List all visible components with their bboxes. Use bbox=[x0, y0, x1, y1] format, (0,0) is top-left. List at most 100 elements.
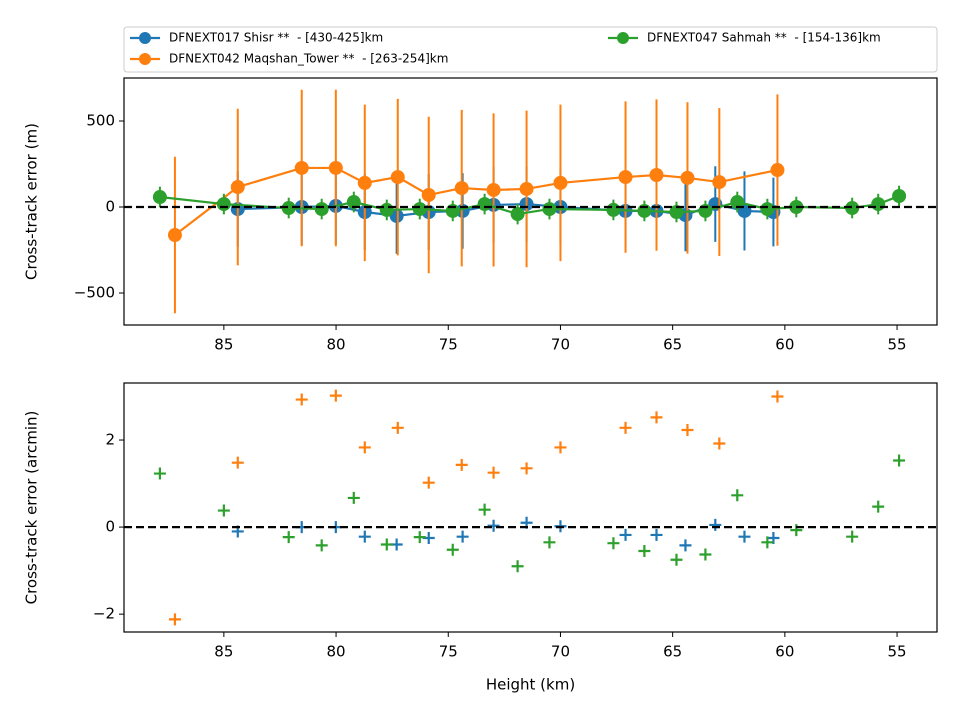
point bbox=[738, 530, 751, 543]
point bbox=[553, 175, 568, 190]
point bbox=[217, 504, 230, 517]
axes: 85 80 75 70 65 60 55 500 0 −500 Cross-track error … bbox=[23, 77, 938, 354]
point bbox=[760, 202, 775, 217]
x-tick-label: 55 bbox=[888, 643, 907, 661]
point bbox=[153, 467, 166, 480]
point bbox=[391, 421, 404, 434]
legend: DFNEXT017 Shisr ** - [430-425]km DFNEXT04… bbox=[123, 26, 938, 73]
x-tick-label: 65 bbox=[663, 336, 682, 354]
point bbox=[358, 530, 371, 543]
point bbox=[478, 503, 491, 516]
legend-label: DFNEXT042 Maqshan_Tower ** - [263-254]km bbox=[169, 52, 448, 66]
point bbox=[379, 202, 394, 217]
point bbox=[347, 491, 360, 504]
point bbox=[454, 181, 469, 196]
y-tick-label: −2 bbox=[93, 605, 115, 623]
point bbox=[650, 528, 663, 541]
point bbox=[638, 545, 651, 558]
point bbox=[607, 537, 620, 550]
point bbox=[487, 466, 500, 479]
point bbox=[380, 538, 393, 551]
point bbox=[358, 441, 371, 454]
point bbox=[328, 160, 343, 175]
x-tick-label: 55 bbox=[888, 336, 907, 354]
point bbox=[542, 202, 557, 217]
x-tick-label: 70 bbox=[551, 643, 570, 661]
plot-area bbox=[124, 89, 937, 314]
x-tick-label: 85 bbox=[214, 643, 233, 661]
legend-marker bbox=[139, 32, 151, 44]
point bbox=[650, 411, 663, 424]
point bbox=[413, 531, 426, 544]
point bbox=[422, 476, 435, 489]
x-tick-label: 75 bbox=[439, 643, 458, 661]
point bbox=[619, 528, 632, 541]
point bbox=[619, 421, 632, 434]
point bbox=[168, 613, 181, 626]
point bbox=[294, 160, 309, 175]
point bbox=[761, 536, 774, 549]
x-tick-label: 85 bbox=[214, 336, 233, 354]
point bbox=[681, 424, 694, 437]
point bbox=[511, 560, 524, 573]
point bbox=[767, 531, 780, 544]
point bbox=[730, 195, 745, 210]
x-tick-label: 80 bbox=[327, 336, 346, 354]
axes-frame bbox=[123, 382, 938, 633]
point bbox=[709, 518, 722, 531]
axes: 85 80 75 70 65 60 55 2 0 −2 Cross-track error (arc… bbox=[23, 382, 938, 694]
point bbox=[487, 519, 500, 532]
point bbox=[618, 170, 633, 185]
legend-label: DFNEXT017 Shisr ** - [430-425]km bbox=[169, 31, 383, 45]
point bbox=[456, 530, 469, 543]
series-line bbox=[174, 166, 778, 236]
y-tick-label: 2 bbox=[105, 431, 115, 449]
point bbox=[346, 195, 361, 210]
point bbox=[770, 163, 785, 178]
point bbox=[520, 462, 533, 475]
point bbox=[871, 197, 886, 212]
point bbox=[446, 543, 459, 556]
point bbox=[846, 530, 859, 543]
point bbox=[543, 536, 556, 549]
y-axis-label: Cross-track error (arcmin) bbox=[23, 411, 41, 605]
point bbox=[554, 441, 567, 454]
point bbox=[230, 180, 245, 195]
x-tick-label: 70 bbox=[551, 336, 570, 354]
point bbox=[680, 170, 695, 185]
legend-marker bbox=[617, 32, 629, 44]
point bbox=[315, 539, 328, 552]
point bbox=[670, 553, 683, 566]
point bbox=[731, 489, 744, 502]
x-tick-label: 60 bbox=[775, 643, 794, 661]
point bbox=[510, 207, 525, 222]
point bbox=[486, 182, 501, 197]
point bbox=[679, 539, 692, 552]
y-axis-label: Cross-track error (m) bbox=[23, 123, 41, 280]
point bbox=[167, 228, 182, 243]
point bbox=[231, 456, 244, 469]
point bbox=[390, 170, 405, 185]
point bbox=[649, 168, 664, 183]
x-tick-label: 65 bbox=[663, 643, 682, 661]
point bbox=[790, 524, 803, 537]
point bbox=[295, 393, 308, 406]
point bbox=[477, 197, 492, 212]
point bbox=[713, 437, 726, 450]
point bbox=[519, 181, 534, 196]
x-tick-label: 60 bbox=[775, 336, 794, 354]
point bbox=[892, 188, 907, 203]
x-axis-label: Height (km) bbox=[486, 676, 575, 694]
x-tick-label: 75 bbox=[439, 336, 458, 354]
point bbox=[845, 201, 860, 216]
y-tick-label: 500 bbox=[86, 112, 115, 130]
point bbox=[893, 454, 906, 467]
point bbox=[152, 190, 167, 205]
point bbox=[606, 202, 621, 217]
legend-frame bbox=[123, 26, 938, 73]
point bbox=[421, 187, 436, 202]
plot-area bbox=[124, 389, 937, 626]
point bbox=[329, 389, 342, 402]
legend-marker bbox=[139, 53, 151, 65]
